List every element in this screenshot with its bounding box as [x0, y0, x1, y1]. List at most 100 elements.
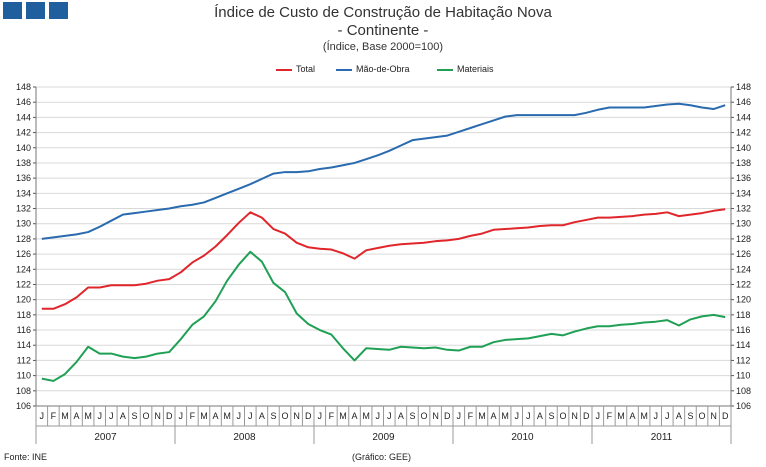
- x-month-label: J: [248, 411, 253, 421]
- legend-swatch-materiais: [437, 68, 453, 71]
- x-month-label: F: [607, 411, 613, 421]
- x-month-label: M: [84, 411, 92, 421]
- x-month-label: O: [560, 411, 567, 421]
- y-tick-label-left: 130: [16, 219, 31, 229]
- legend: Total Mão-de-Obra Materiais: [0, 64, 766, 78]
- x-month-label: D: [444, 411, 451, 421]
- x-month-label: F: [329, 411, 335, 421]
- y-tick-label-left: 106: [16, 401, 31, 411]
- y-tick-label-left: 138: [16, 158, 31, 168]
- y-tick-label-left: 144: [16, 112, 31, 122]
- y-tick-label-left: 126: [16, 249, 31, 259]
- x-month-label: J: [179, 411, 184, 421]
- logo-square: [3, 2, 22, 19]
- y-tick-label-right: 126: [736, 249, 751, 259]
- legend-swatch-mao-de-obra: [336, 68, 352, 71]
- legend-item-materiais: Materiais: [437, 64, 494, 74]
- x-month-label: J: [653, 411, 658, 421]
- y-tick-label-right: 124: [736, 264, 751, 274]
- source-note: Fonte: INE: [4, 452, 48, 462]
- x-month-label: M: [617, 411, 625, 421]
- x-month-label: J: [526, 411, 531, 421]
- x-month-label: N: [293, 411, 300, 421]
- x-month-label: M: [339, 411, 347, 421]
- x-month-label: O: [421, 411, 428, 421]
- y-tick-label-left: 132: [16, 204, 31, 214]
- x-year-label: 2007: [94, 432, 117, 443]
- x-month-label: O: [282, 411, 289, 421]
- chart-title-region: - Continente -: [337, 22, 429, 39]
- y-tick-label-right: 106: [736, 401, 751, 411]
- x-month-label: F: [468, 411, 474, 421]
- axes-layer: 106 106 108 108 110 110 112 112 114 114 116 116 118 1…: [16, 82, 751, 444]
- y-tick-label-right: 116: [736, 325, 750, 335]
- x-month-label: D: [166, 411, 173, 421]
- x-month-label: O: [699, 411, 706, 421]
- x-month-label: M: [200, 411, 208, 421]
- y-tick-label-left: 134: [16, 188, 31, 198]
- x-month-label: D: [722, 411, 729, 421]
- x-month-label: N: [710, 411, 717, 421]
- credit-note: (Gráfico: GEE): [352, 452, 412, 462]
- series-line-materiais: [41, 250, 726, 382]
- y-tick-label-right: 114: [736, 340, 750, 350]
- y-tick-label-left: 110: [17, 371, 31, 381]
- y-tick-label-left: 124: [16, 264, 31, 274]
- x-month-label: J: [236, 411, 241, 421]
- y-tick-label-left: 148: [16, 82, 31, 92]
- legend-item-mao-de-obra: Mão-de-Obra: [336, 64, 410, 74]
- y-tick-label-right: 130: [736, 219, 751, 229]
- x-month-label: A: [676, 411, 682, 421]
- x-month-label: A: [74, 411, 80, 421]
- legend-swatch-total: [276, 68, 292, 71]
- y-tick-label-left: 146: [16, 97, 31, 107]
- y-tick-label-right: 144: [736, 112, 751, 122]
- y-tick-label-right: 110: [736, 371, 750, 381]
- y-tick-label-left: 120: [16, 295, 31, 305]
- x-month-label: N: [154, 411, 161, 421]
- x-year-label: 2008: [233, 432, 256, 443]
- x-month-label: D: [305, 411, 312, 421]
- x-month-label: J: [387, 411, 392, 421]
- logo-square: [26, 2, 45, 19]
- x-month-label: F: [51, 411, 57, 421]
- x-month-label: D: [583, 411, 590, 421]
- y-tick-label-left: 114: [17, 340, 31, 350]
- x-month-label: J: [457, 411, 462, 421]
- x-month-label: J: [665, 411, 670, 421]
- y-tick-label-left: 112: [17, 355, 31, 365]
- x-month-label: J: [375, 411, 380, 421]
- y-tick-label-right: 128: [736, 234, 751, 244]
- x-month-label: N: [571, 411, 578, 421]
- x-month-label: A: [537, 411, 543, 421]
- y-tick-label-right: 140: [736, 143, 751, 153]
- y-tick-label-right: 108: [736, 386, 751, 396]
- y-tick-label-left: 108: [16, 386, 31, 396]
- x-month-label: S: [687, 411, 693, 421]
- x-month-label: M: [478, 411, 486, 421]
- x-month-label: O: [143, 411, 150, 421]
- series-line-mao-de-obra: [41, 102, 726, 240]
- legend-label-mao-de-obra: Mão-de-Obra: [356, 64, 410, 74]
- y-tick-label-right: 118: [736, 310, 750, 320]
- y-tick-label-right: 136: [736, 173, 751, 183]
- x-month-label: A: [120, 411, 126, 421]
- x-month-label: A: [213, 411, 219, 421]
- series-layer: [41, 102, 726, 382]
- legend-label-total: Total: [296, 64, 316, 74]
- x-month-label: S: [409, 411, 415, 421]
- y-tick-label-right: 146: [736, 97, 751, 107]
- x-month-label: F: [190, 411, 196, 421]
- legend-item-total: Total: [276, 64, 315, 74]
- x-month-label: A: [398, 411, 404, 421]
- x-month-label: M: [640, 411, 648, 421]
- x-year-label: 2011: [651, 432, 673, 443]
- y-tick-label-right: 134: [736, 188, 751, 198]
- y-tick-label-right: 112: [736, 355, 750, 365]
- x-year-label: 2010: [511, 432, 534, 443]
- x-month-label: M: [501, 411, 509, 421]
- y-tick-label-right: 148: [736, 82, 751, 92]
- x-month-label: J: [596, 411, 601, 421]
- y-tick-label-right: 138: [736, 158, 751, 168]
